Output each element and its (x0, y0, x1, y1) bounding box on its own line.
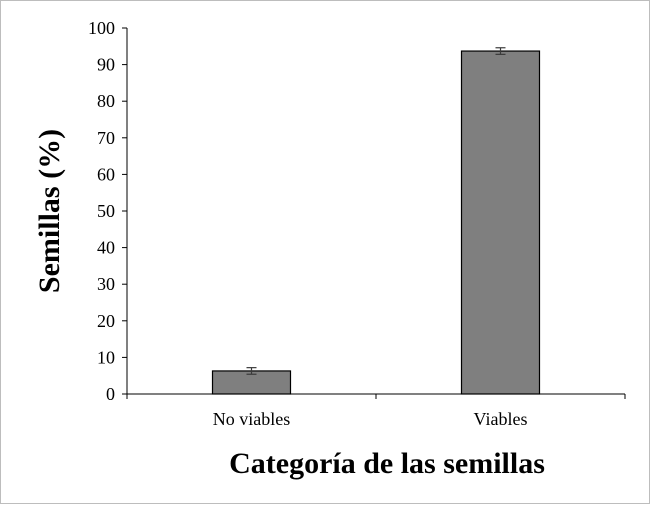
y-tick-label: 100 (88, 18, 115, 38)
y-tick-label: 60 (97, 164, 115, 184)
y-tick-label: 0 (106, 384, 115, 404)
y-tick-label: 70 (97, 128, 115, 148)
y-tick-label: 10 (97, 347, 115, 367)
y-axis-ticks: 0 10 20 30 40 50 60 70 80 90 100 (88, 18, 127, 404)
error-bar (246, 367, 257, 375)
x-axis-label: Categoría de las semillas (229, 447, 545, 480)
y-axis-label: Semillas (%) (33, 129, 66, 293)
y-tick-label: 90 (97, 55, 115, 75)
bars (211, 50, 541, 395)
bar-viables (460, 50, 541, 395)
x-tick-label: No viables (213, 409, 290, 429)
x-axis-ticks (126, 394, 626, 399)
y-tick-label: 50 (97, 201, 115, 221)
error-bar (495, 47, 506, 55)
x-tick-labels: No viables Viables (213, 409, 528, 429)
y-tick-label: 30 (97, 274, 115, 294)
error-bars (246, 47, 506, 375)
y-tick-label: 40 (97, 238, 115, 258)
y-tick-label: 80 (97, 91, 115, 111)
x-tick-label: Viables (474, 409, 528, 429)
y-tick-label: 20 (97, 311, 115, 331)
